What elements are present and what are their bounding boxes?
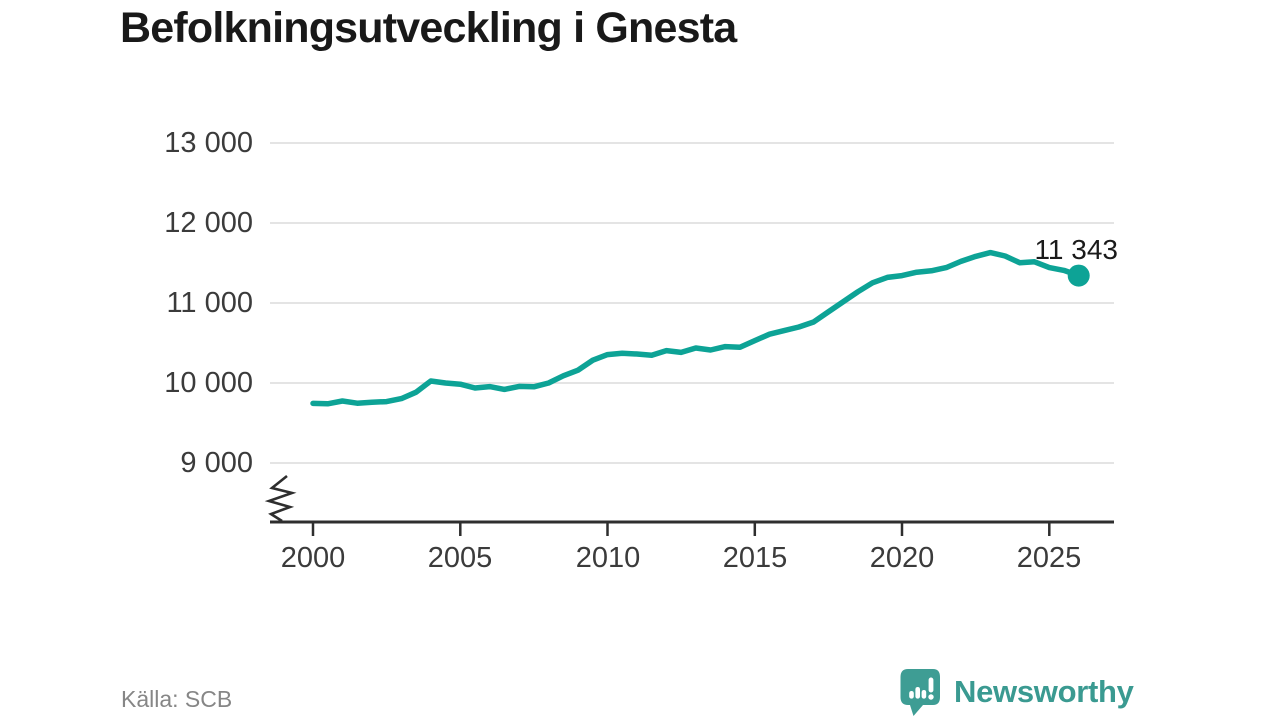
y-axis-tick-label: 13 000 bbox=[164, 127, 253, 159]
axis-break-icon bbox=[264, 474, 297, 523]
end-point-marker bbox=[1067, 264, 1090, 287]
y-axis-tick-label: 12 000 bbox=[164, 207, 253, 239]
last-value-label: 11 343 bbox=[1034, 234, 1118, 265]
newsworthy-logo: Newsworthy bbox=[897, 664, 1157, 720]
population-line bbox=[310, 249, 1082, 407]
y-axis-tick-label: 9 000 bbox=[180, 447, 253, 479]
x-axis-tick-label: 2010 bbox=[575, 542, 641, 574]
newsworthy-logo-icon bbox=[900, 669, 940, 716]
y-axis-tick-label: 10 000 bbox=[164, 367, 253, 399]
y-axis-tick-label: 11 000 bbox=[166, 287, 253, 319]
x-axis-tick-label: 2015 bbox=[722, 542, 788, 574]
x-axis-tick-label: 2000 bbox=[280, 542, 346, 574]
x-axis-tick-label: 2025 bbox=[1016, 542, 1082, 574]
newsworthy-wordmark: Newsworthy bbox=[954, 674, 1134, 709]
source-note: Källa: SCB bbox=[121, 686, 233, 712]
page-title: Befolkningsutveckling i Gnesta bbox=[120, 4, 737, 52]
x-axis-tick-label: 2020 bbox=[869, 542, 935, 574]
x-axis-tick-label: 2005 bbox=[427, 542, 493, 574]
